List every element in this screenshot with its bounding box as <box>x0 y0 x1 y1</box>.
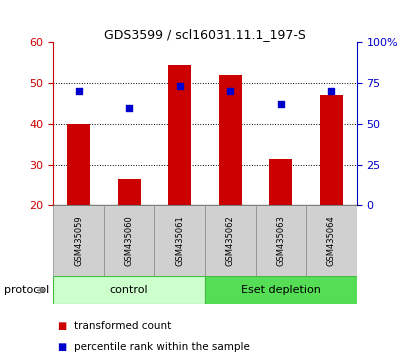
Bar <box>103 205 154 276</box>
Bar <box>117 179 140 205</box>
Text: GSM435062: GSM435062 <box>225 215 234 266</box>
Bar <box>319 96 342 205</box>
Point <box>227 88 233 94</box>
Text: Eset depletion: Eset depletion <box>240 285 320 295</box>
Text: transformed count: transformed count <box>74 321 171 331</box>
Text: GSM435059: GSM435059 <box>74 215 83 266</box>
Bar <box>154 205 204 276</box>
Bar <box>53 205 103 276</box>
Point <box>176 84 182 89</box>
Bar <box>67 124 90 205</box>
Text: GSM435064: GSM435064 <box>326 215 335 266</box>
Text: protocol: protocol <box>4 285 49 295</box>
Title: GDS3599 / scl16031.11.1_197-S: GDS3599 / scl16031.11.1_197-S <box>104 28 305 41</box>
Text: GSM435061: GSM435061 <box>175 215 184 266</box>
Point <box>277 102 283 107</box>
Bar <box>269 159 292 205</box>
Text: GSM435060: GSM435060 <box>124 215 133 266</box>
Point <box>126 105 132 110</box>
Bar <box>168 65 191 205</box>
Point <box>75 88 82 94</box>
Text: ■: ■ <box>57 321 67 331</box>
Bar <box>204 276 356 304</box>
Bar <box>53 276 204 304</box>
Bar <box>204 205 255 276</box>
Bar <box>218 75 241 205</box>
Bar <box>306 205 356 276</box>
Text: ■: ■ <box>57 342 67 352</box>
Text: control: control <box>110 285 148 295</box>
Point <box>327 88 334 94</box>
Text: GSM435063: GSM435063 <box>276 215 285 266</box>
Bar <box>255 205 306 276</box>
Text: percentile rank within the sample: percentile rank within the sample <box>74 342 249 352</box>
